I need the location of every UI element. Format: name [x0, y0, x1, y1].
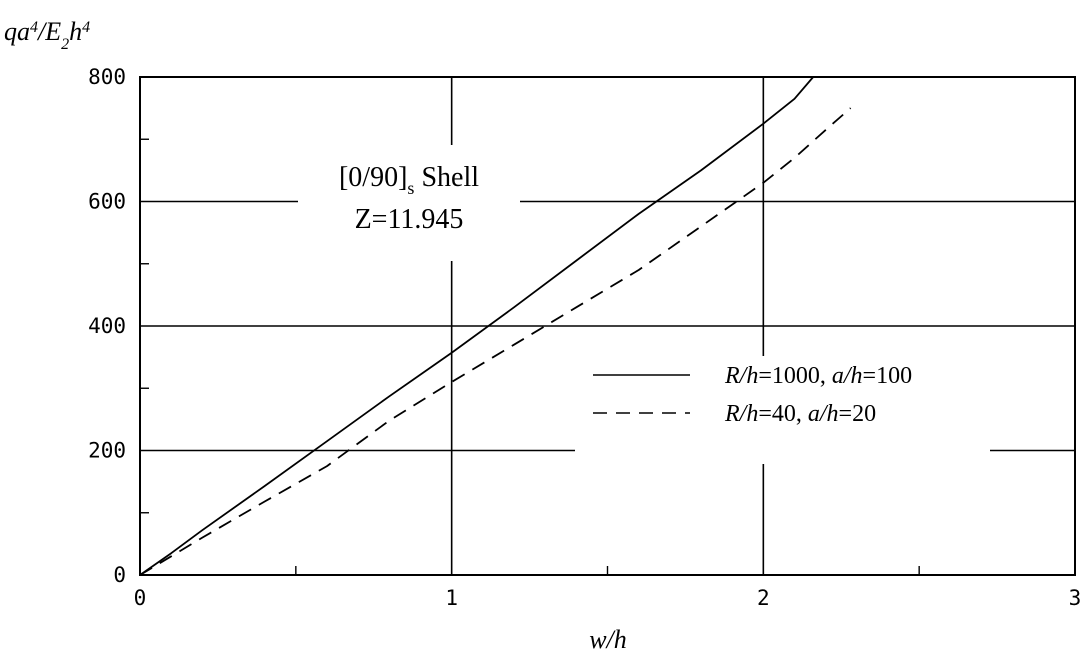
- x-tick-label: 2: [757, 586, 770, 610]
- x-tick-label: 0: [134, 586, 147, 610]
- y-tick-label: 800: [88, 65, 126, 89]
- legend-label-series-2: R/h=40, a/h=20: [724, 401, 876, 427]
- y-tick-label: 0: [113, 563, 126, 587]
- x-axis-title: w/h: [589, 625, 627, 654]
- x-tick-label: 3: [1069, 586, 1082, 610]
- legend: R/h=1000, a/h=100 R/h=40, a/h=20: [593, 363, 912, 427]
- annotation-background: [298, 145, 520, 261]
- y-tick-label: 400: [88, 314, 126, 338]
- tick-labels: 0 200 400 600 800 0 1 2 3: [88, 65, 1081, 610]
- legend-label-series-1: R/h=1000, a/h=100: [724, 363, 912, 389]
- annotation-line2: Z=11.945: [355, 204, 464, 235]
- y-tick-label: 600: [88, 190, 126, 214]
- series-lines: [139, 76, 852, 576]
- plot-frame: [139, 76, 1076, 576]
- x-tick-label: 1: [445, 586, 458, 610]
- minor-ticks: [140, 138, 920, 575]
- grid-lines: [140, 77, 1075, 575]
- series-line-1: [139, 76, 814, 576]
- annotation-line1: [0/90]s Shell: [339, 162, 479, 198]
- legend-background: [575, 356, 990, 464]
- series-line-2: [139, 107, 852, 576]
- y-axis-title: qa4/E2h4: [4, 17, 90, 53]
- y-tick-label: 200: [88, 439, 126, 463]
